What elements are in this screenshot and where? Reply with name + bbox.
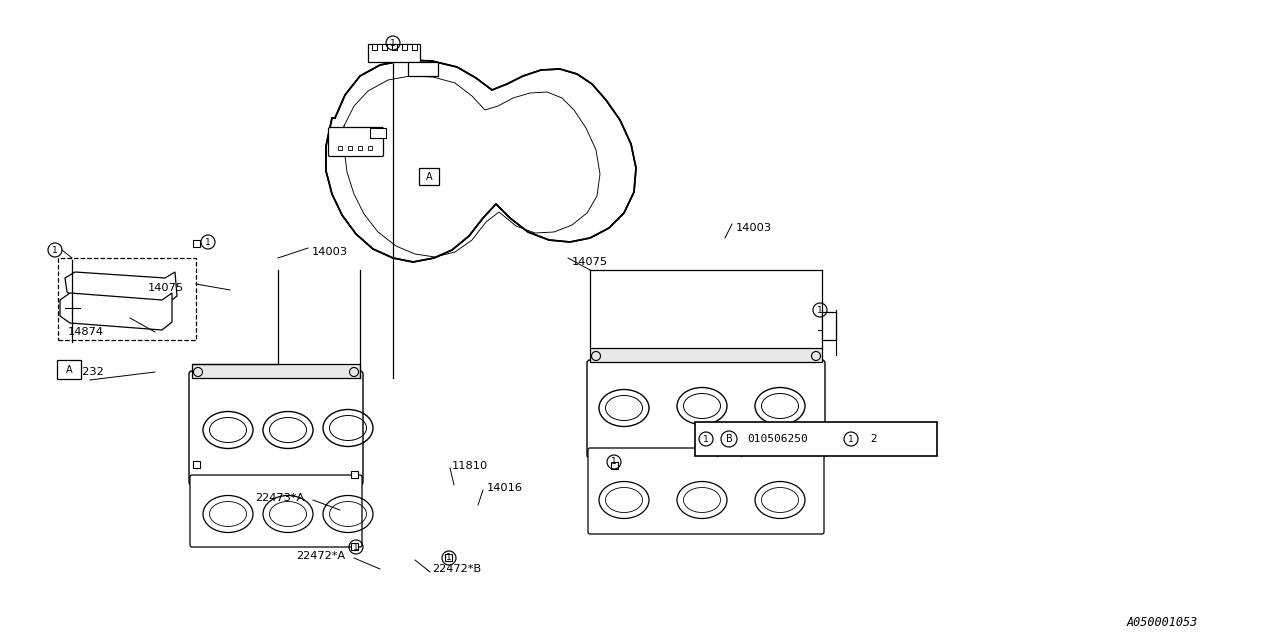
Bar (445, 554, 452, 561)
Bar (392, 44, 397, 50)
Text: A: A (65, 365, 72, 375)
Text: 11810: 11810 (452, 461, 488, 471)
Bar (822, 312, 836, 340)
FancyBboxPatch shape (419, 168, 439, 185)
Text: 1: 1 (447, 554, 452, 563)
Text: 22473*A: 22473*A (255, 493, 305, 503)
Text: 14016: 14016 (486, 483, 524, 493)
Text: A: A (426, 172, 433, 182)
Bar (358, 146, 362, 150)
Bar (369, 44, 420, 62)
Bar (611, 462, 618, 469)
FancyBboxPatch shape (58, 360, 81, 379)
FancyBboxPatch shape (588, 360, 826, 458)
Text: B: B (726, 434, 732, 444)
Text: 22472*B: 22472*B (433, 564, 481, 574)
Text: 1: 1 (205, 237, 211, 246)
Text: 1: 1 (817, 305, 823, 314)
Polygon shape (326, 60, 636, 262)
FancyBboxPatch shape (588, 448, 824, 534)
Bar (351, 471, 358, 478)
FancyBboxPatch shape (189, 475, 362, 547)
Text: 14874: 14874 (68, 327, 104, 337)
Bar (338, 146, 342, 150)
Polygon shape (65, 272, 177, 304)
Text: 14003: 14003 (736, 223, 772, 233)
Bar (412, 44, 417, 50)
Text: A050001053: A050001053 (1126, 616, 1198, 628)
Text: 1: 1 (353, 543, 358, 552)
Bar (402, 44, 407, 50)
Bar (351, 543, 358, 550)
Text: 14075: 14075 (148, 283, 184, 293)
Bar (193, 461, 200, 468)
Bar (695, 422, 937, 456)
Bar (590, 348, 822, 362)
Bar (193, 240, 200, 247)
Polygon shape (60, 293, 172, 330)
FancyBboxPatch shape (329, 127, 384, 157)
Text: 1: 1 (52, 246, 58, 255)
Text: 2: 2 (864, 434, 878, 444)
Text: 1: 1 (849, 435, 854, 444)
Text: 14075: 14075 (572, 257, 608, 267)
Text: 010506250: 010506250 (748, 434, 808, 444)
Bar (381, 44, 387, 50)
Bar (369, 146, 372, 150)
Bar (408, 62, 438, 76)
Bar (372, 44, 378, 50)
Text: 14003: 14003 (312, 247, 348, 257)
Bar (370, 128, 387, 138)
Text: 1: 1 (703, 435, 709, 444)
Text: 1: 1 (611, 458, 617, 467)
Bar (192, 364, 360, 378)
Text: 22472*A: 22472*A (296, 551, 346, 561)
Bar (58, 258, 196, 340)
Text: 1: 1 (390, 38, 396, 47)
Text: 24232: 24232 (68, 367, 104, 377)
FancyBboxPatch shape (189, 371, 364, 485)
Bar (348, 146, 352, 150)
